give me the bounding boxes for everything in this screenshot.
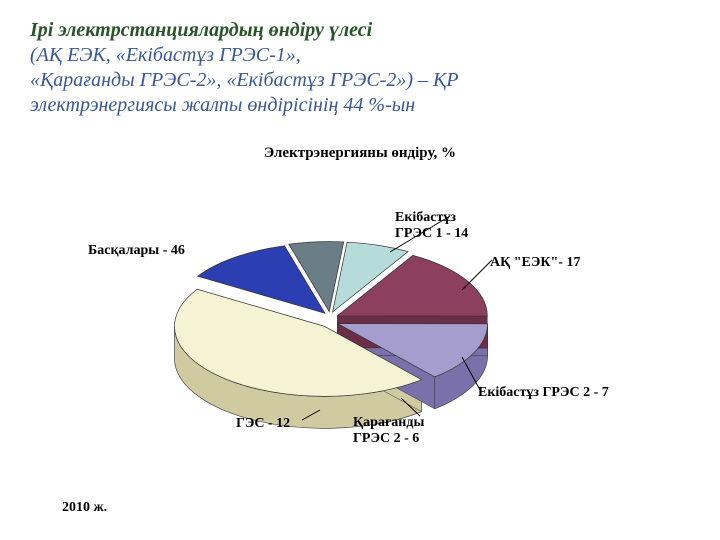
year-label: 2010 ж. [62, 500, 107, 516]
slice-label: Екібастұз ГРЭС 2 - 7 [478, 385, 609, 401]
slice-label: ҚарағандыГРЭС 2 - 6 [353, 415, 424, 447]
slice-label: Басқалары - 46 [88, 243, 185, 259]
slice-label: ГЭС - 12 [236, 416, 290, 432]
slice-label: ЕкібастұзГРЭС 1 - 14 [395, 210, 468, 242]
slice-label: АҚ "ЕЭК"- 17 [490, 255, 580, 271]
pie-chart [0, 0, 720, 540]
